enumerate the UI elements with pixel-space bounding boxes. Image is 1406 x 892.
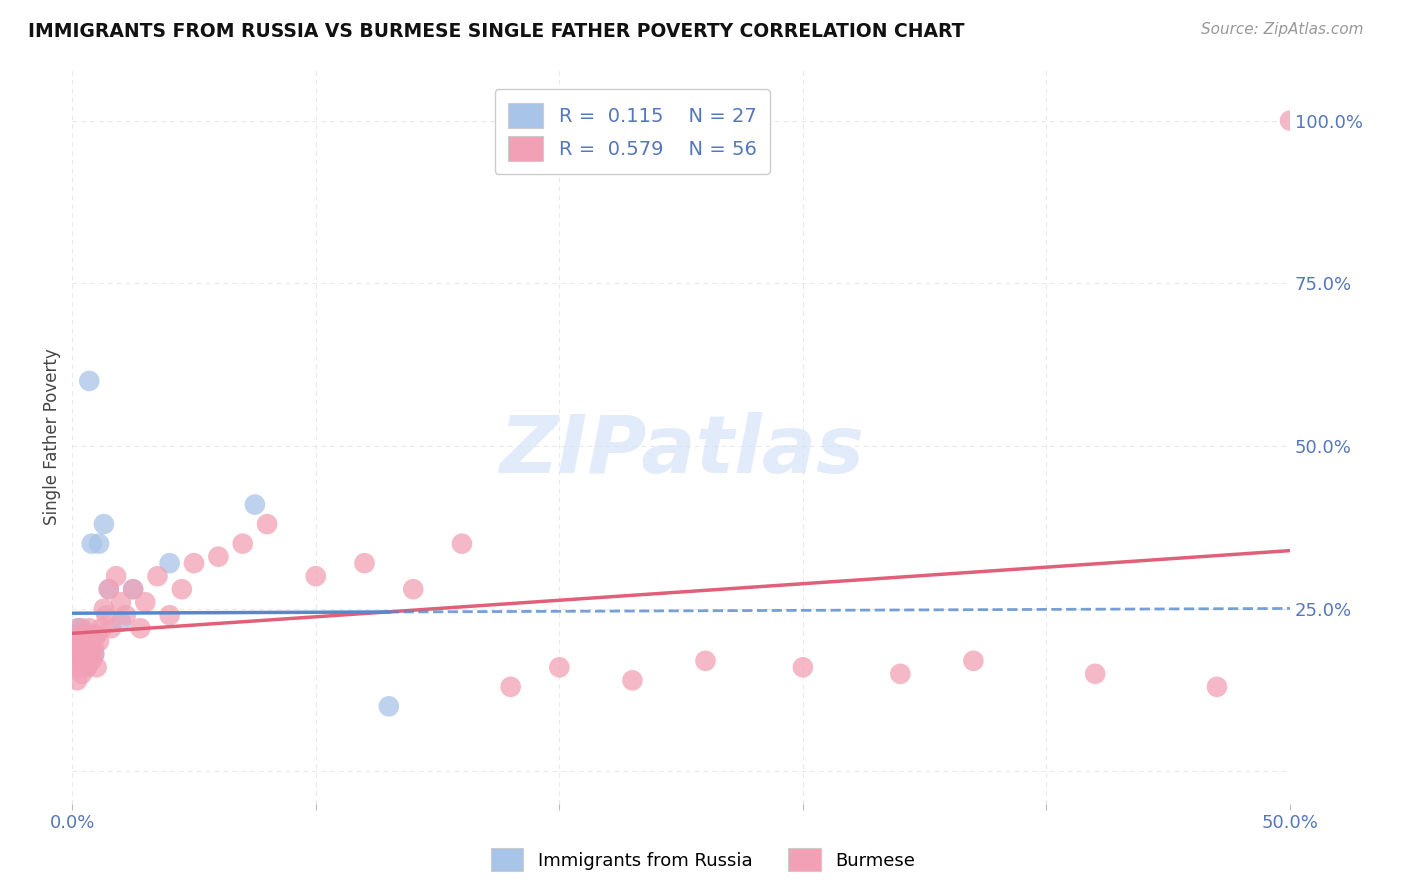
Point bbox=[90, 621, 112, 635]
Point bbox=[69, 640, 91, 655]
Point bbox=[86, 660, 108, 674]
Point bbox=[83, 648, 105, 662]
Text: IMMIGRANTS FROM RUSSIA VS BURMESE SINGLE FATHER POVERTY CORRELATION CHART: IMMIGRANTS FROM RUSSIA VS BURMESE SINGLE… bbox=[28, 22, 965, 41]
Legend: R =  0.115    N = 27, R =  0.579    N = 56: R = 0.115 N = 27, R = 0.579 N = 56 bbox=[495, 89, 770, 174]
Point bbox=[243, 498, 266, 512]
Point bbox=[76, 648, 98, 662]
Point bbox=[66, 648, 89, 662]
Point bbox=[87, 536, 110, 550]
Point bbox=[122, 582, 145, 597]
Point bbox=[96, 608, 118, 623]
Point bbox=[621, 673, 644, 688]
Point bbox=[66, 673, 89, 688]
Point bbox=[73, 628, 96, 642]
Point bbox=[114, 608, 136, 623]
Point bbox=[73, 634, 96, 648]
Point bbox=[83, 648, 105, 662]
Point bbox=[73, 654, 96, 668]
Point bbox=[66, 621, 89, 635]
Point bbox=[499, 680, 522, 694]
Point bbox=[207, 549, 229, 564]
Point bbox=[1084, 666, 1107, 681]
Point bbox=[80, 634, 103, 648]
Point bbox=[105, 569, 128, 583]
Point bbox=[129, 621, 152, 635]
Point bbox=[69, 660, 91, 674]
Point bbox=[83, 640, 105, 655]
Point bbox=[69, 621, 91, 635]
Point bbox=[63, 640, 86, 655]
Point bbox=[77, 621, 100, 635]
Point bbox=[70, 666, 93, 681]
Point bbox=[93, 601, 115, 615]
Point bbox=[402, 582, 425, 597]
Point bbox=[122, 582, 145, 597]
Point bbox=[70, 634, 93, 648]
Point bbox=[889, 666, 911, 681]
Point bbox=[70, 640, 93, 655]
Point bbox=[97, 582, 120, 597]
Point bbox=[69, 634, 91, 648]
Text: Source: ZipAtlas.com: Source: ZipAtlas.com bbox=[1201, 22, 1364, 37]
Point bbox=[77, 640, 100, 655]
Point bbox=[305, 569, 328, 583]
Point bbox=[80, 654, 103, 668]
Point bbox=[451, 536, 474, 550]
Point bbox=[80, 634, 103, 648]
Point bbox=[548, 660, 571, 674]
Point bbox=[183, 556, 205, 570]
Point bbox=[962, 654, 984, 668]
Point bbox=[87, 634, 110, 648]
Legend: Immigrants from Russia, Burmese: Immigrants from Russia, Burmese bbox=[484, 841, 922, 879]
Point bbox=[69, 654, 91, 668]
Point bbox=[353, 556, 375, 570]
Point bbox=[70, 621, 93, 635]
Point bbox=[70, 628, 93, 642]
Point bbox=[69, 628, 91, 642]
Y-axis label: Single Father Poverty: Single Father Poverty bbox=[44, 348, 60, 524]
Point bbox=[63, 654, 86, 668]
Point bbox=[73, 648, 96, 662]
Point bbox=[76, 660, 98, 674]
Point bbox=[1279, 113, 1302, 128]
Point bbox=[110, 615, 132, 629]
Point bbox=[159, 556, 181, 570]
Point bbox=[232, 536, 254, 550]
Point bbox=[73, 640, 96, 655]
Point bbox=[77, 374, 100, 388]
Point bbox=[159, 608, 181, 623]
Point bbox=[86, 628, 108, 642]
Point bbox=[93, 517, 115, 532]
Point bbox=[70, 648, 93, 662]
Point bbox=[76, 628, 98, 642]
Point bbox=[97, 582, 120, 597]
Point bbox=[1206, 680, 1229, 694]
Point bbox=[170, 582, 193, 597]
Point bbox=[256, 517, 278, 532]
Point bbox=[695, 654, 717, 668]
Point bbox=[792, 660, 814, 674]
Point bbox=[73, 654, 96, 668]
Point bbox=[86, 628, 108, 642]
Point bbox=[378, 699, 401, 714]
Point bbox=[80, 536, 103, 550]
Point bbox=[76, 660, 98, 674]
Point bbox=[100, 621, 122, 635]
Point bbox=[110, 595, 132, 609]
Point bbox=[66, 648, 89, 662]
Point bbox=[134, 595, 156, 609]
Point bbox=[146, 569, 169, 583]
Text: ZIPatlas: ZIPatlas bbox=[499, 412, 863, 490]
Point bbox=[63, 634, 86, 648]
